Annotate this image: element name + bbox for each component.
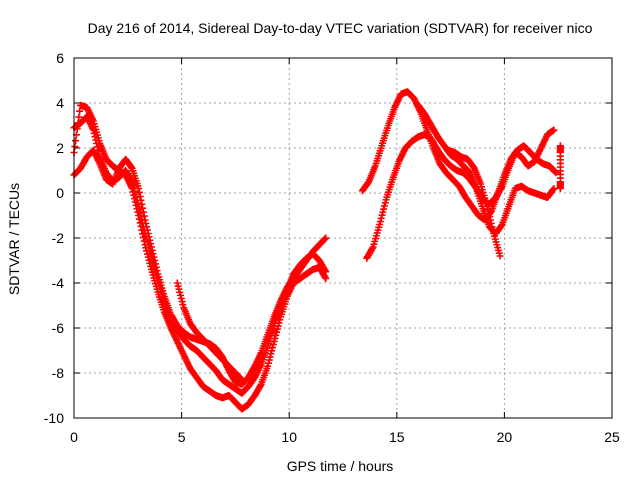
data-point — [149, 250, 157, 258]
data-point — [486, 216, 494, 224]
data-point — [488, 223, 496, 231]
data-point — [151, 257, 159, 264]
data-point — [137, 196, 145, 204]
x-tick-label: 5 — [178, 429, 186, 445]
data-point — [136, 209, 144, 217]
data-point — [141, 216, 149, 224]
data-point — [139, 204, 147, 212]
data-point — [76, 107, 84, 115]
data-point — [550, 126, 558, 134]
data-point — [148, 246, 156, 254]
data-point — [483, 203, 491, 210]
data-point — [321, 235, 329, 243]
data-point — [93, 140, 101, 147]
data-point — [135, 188, 143, 196]
y-tick-label: -10 — [44, 410, 64, 426]
data-point — [152, 260, 160, 268]
series-arc-8 — [444, 146, 504, 260]
data-point — [135, 185, 143, 192]
data-point — [496, 252, 504, 260]
data-point — [486, 213, 494, 221]
series-arc-4 — [173, 279, 246, 384]
y-tick-label: -6 — [52, 320, 65, 336]
y-tick-label: 4 — [56, 95, 64, 111]
data-point — [552, 169, 560, 177]
data-point — [138, 200, 146, 208]
data-point — [237, 375, 245, 383]
x-tick-label: 20 — [497, 429, 513, 445]
data-point — [147, 240, 155, 248]
data-point — [551, 168, 559, 176]
data-point — [75, 113, 83, 121]
data-point — [321, 266, 329, 274]
data-point — [153, 267, 161, 275]
data-point — [550, 185, 558, 192]
data-point — [140, 212, 148, 220]
data-point — [487, 219, 495, 227]
data-points — [70, 88, 564, 413]
data-point — [238, 376, 246, 384]
data-point — [549, 186, 557, 194]
data-point — [139, 208, 147, 216]
y-tick-label: -4 — [52, 275, 65, 291]
data-point — [142, 219, 150, 227]
x-axis-label: GPS time / hours — [287, 458, 394, 474]
y-tick-label: -8 — [52, 365, 65, 381]
grid — [73, 57, 613, 419]
data-point — [152, 263, 160, 271]
data-point — [145, 233, 153, 241]
tick-labels: 0 5 10 15 20 25 -10 -8 -6 -4 -2 0 2 4 6 — [44, 50, 620, 445]
y-axis-label: SDTVAR / TECUs — [6, 183, 22, 295]
series-arc-3 — [70, 146, 330, 388]
series-arc-9 — [556, 142, 564, 192]
data-point — [72, 137, 80, 145]
data-point — [556, 185, 564, 192]
data-point — [497, 184, 505, 192]
x-tick-label: 15 — [389, 429, 405, 445]
x-tick-label: 10 — [281, 429, 297, 445]
data-point — [143, 223, 151, 231]
data-point — [322, 275, 330, 282]
data-point — [256, 382, 264, 390]
data-point — [485, 209, 493, 217]
data-point — [93, 143, 101, 151]
data-point — [89, 126, 97, 134]
plot-frame — [73, 57, 613, 419]
data-point — [91, 133, 99, 141]
series-arc-5 — [358, 88, 560, 224]
y-tick-label: 2 — [56, 140, 64, 156]
data-point — [127, 163, 135, 171]
data-point — [92, 136, 100, 144]
x-tick-label: 25 — [604, 429, 620, 445]
data-point — [489, 226, 497, 234]
y-tick-label: 0 — [56, 185, 64, 201]
data-point — [143, 226, 151, 234]
y-tick-label: -2 — [52, 230, 65, 246]
data-point — [144, 230, 152, 237]
data-point — [146, 236, 154, 244]
data-point — [368, 244, 376, 252]
data-point — [322, 268, 330, 276]
data-point — [71, 143, 79, 151]
chart-title: Day 216 of 2014, Sidereal Day-to-day VTE… — [88, 20, 593, 36]
data-point — [484, 206, 492, 214]
data-point — [321, 273, 329, 281]
data-point — [136, 192, 144, 200]
data-point — [322, 234, 330, 242]
data-point — [147, 243, 155, 251]
series-arc-7 — [414, 101, 558, 237]
data-point — [90, 129, 98, 137]
y-tick-label: 6 — [56, 50, 64, 66]
x-tick-label: 0 — [70, 429, 78, 445]
data-point — [150, 253, 158, 261]
